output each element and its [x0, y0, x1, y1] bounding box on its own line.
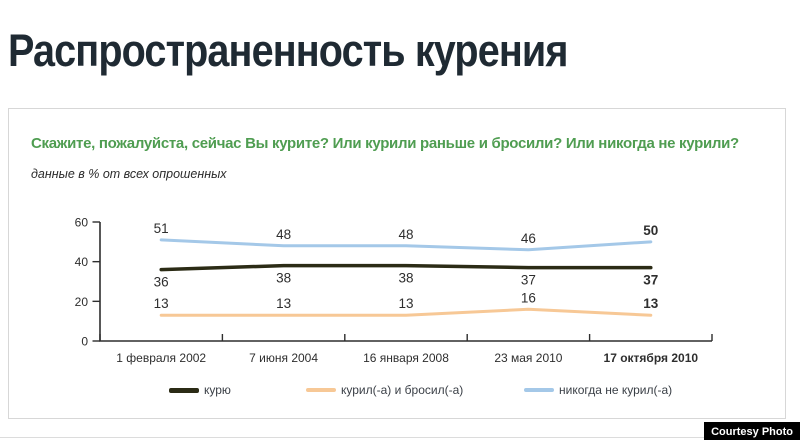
legend-item-smoke: курю	[169, 383, 231, 397]
series-line-1	[159, 307, 653, 317]
value-label: 13	[276, 296, 291, 311]
chart-legend: курю курил(-а) и бросил(-а) никогда не к…	[9, 383, 787, 403]
legend-label-smoke: курю	[204, 383, 231, 397]
value-label: 13	[398, 296, 413, 311]
value-label: 13	[154, 296, 169, 311]
value-label: 48	[398, 227, 413, 242]
legend-swatch-never	[524, 388, 554, 392]
value-label: 51	[154, 221, 169, 236]
value-label: 36	[154, 275, 169, 290]
legend-swatch-quit	[306, 388, 336, 392]
x-category-label: 7 июня 2004	[249, 351, 318, 365]
x-category-label: 23 мая 2010	[494, 351, 562, 365]
survey-question: Скажите, пожалуйста, сейчас Вы курите? И…	[31, 135, 739, 152]
value-label: 48	[276, 227, 291, 242]
legend-item-never: никогда не курил(-а)	[524, 383, 672, 397]
series-line-0	[159, 263, 653, 272]
courtesy-credit: Courtesy Photo	[704, 422, 800, 440]
x-category-label: 17 октября 2010	[604, 351, 699, 365]
x-category-label: 16 января 2008	[363, 351, 449, 365]
series-line-2	[159, 238, 653, 252]
value-label: 38	[398, 271, 413, 286]
bottom-divider	[0, 437, 800, 438]
y-tick-label: 20	[75, 295, 89, 309]
legend-swatch-smoke	[169, 387, 199, 393]
chart-subtitle: данные в % от всех опрошенных	[31, 167, 227, 181]
value-label: 38	[276, 271, 291, 286]
value-label: 37	[643, 273, 658, 288]
value-label: 50	[643, 223, 658, 238]
legend-item-quit: курил(-а) и бросил(-а)	[306, 383, 463, 397]
x-category-label: 1 февраля 2002	[116, 351, 206, 365]
page-title: Распространенность курения	[8, 25, 568, 76]
legend-label-quit: курил(-а) и бросил(-а)	[341, 383, 464, 397]
chart-panel: Скажите, пожалуйста, сейчас Вы курите? И…	[8, 108, 786, 419]
legend-label-never: никогда не курил(-а)	[559, 383, 673, 397]
value-label: 37	[521, 273, 536, 288]
y-tick-label: 40	[75, 255, 89, 269]
value-label: 13	[643, 296, 659, 311]
y-tick-label: 60	[75, 216, 89, 230]
value-label: 16	[521, 290, 536, 305]
value-label: 46	[521, 231, 536, 246]
y-tick-label: 0	[81, 335, 88, 349]
